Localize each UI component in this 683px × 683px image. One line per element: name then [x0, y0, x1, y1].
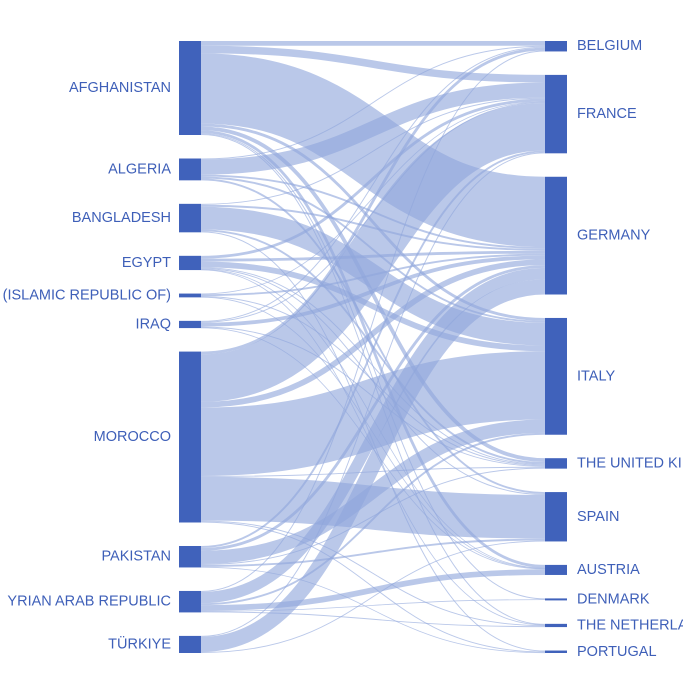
source-node-turkiye	[179, 635, 201, 653]
source-label-algeria: ALGERIA	[108, 161, 171, 177]
flow-pakistan-to-spain	[200, 538, 546, 567]
source-label-syria: YRIAN ARAB REPUBLIC	[7, 594, 171, 610]
target-label-denmark: DENMARK	[577, 591, 650, 607]
flow-afghanistan-to-germany	[200, 53, 546, 248]
flow-syria-to-netherlands	[200, 611, 546, 628]
target-label-portugal: PORTUGAL	[577, 644, 657, 660]
target-label-france: FRANCE	[577, 106, 637, 122]
flow-pakistan-to-uk	[200, 467, 546, 565]
source-node-bangladesh	[179, 203, 201, 233]
target-label-netherlands: THE NETHERLA	[577, 617, 683, 633]
source-label-iraq: IRAQ	[136, 316, 171, 332]
flow-morocco-to-belgium	[200, 47, 546, 355]
flow-morocco-to-italy	[200, 351, 546, 476]
source-label-turkiye: TÜRKIYE	[108, 634, 171, 652]
source-node-iraq	[179, 320, 201, 329]
flow-syria-to-italy	[200, 432, 546, 606]
target-node-denmark	[545, 598, 567, 601]
flow-morocco-to-germany	[200, 259, 546, 408]
flow-syria-to-germany	[200, 267, 546, 604]
target-label-uk: THE UNITED KI	[577, 455, 682, 471]
target-label-austria: AUSTRIA	[577, 562, 640, 578]
flow-morocco-to-portugal	[200, 521, 546, 653]
source-label-bangladesh: BANGLADESH	[72, 210, 171, 226]
flow-morocco-to-spain	[200, 476, 546, 539]
source-node-afghanistan	[179, 41, 201, 136]
target-node-spain	[545, 492, 567, 542]
flow-bangladesh-to-france	[200, 97, 546, 205]
source-label-afghanistan: AFGHANISTAN	[69, 80, 171, 96]
flow-turkiye-to-spain	[200, 540, 546, 653]
target-node-france	[545, 74, 567, 154]
flow-pakistan-to-italy	[200, 419, 546, 565]
target-node-italy	[545, 317, 567, 435]
target-label-germany: GERMANY	[577, 228, 651, 244]
flow-algeria-to-france	[200, 82, 546, 175]
source-node-egypt	[179, 255, 201, 271]
target-node-austria	[545, 564, 567, 575]
source-node-morocco	[179, 351, 201, 523]
flow-pakistan-to-portugal	[200, 566, 546, 654]
flow-morocco-to-france	[200, 102, 546, 402]
source-node-syria	[179, 590, 201, 613]
flow-syria-to-austria	[200, 569, 546, 611]
flow-egypt-to-france	[200, 98, 546, 259]
flow-turkiye-to-france	[200, 152, 546, 637]
flow-bangladesh-to-uk	[200, 229, 546, 464]
target-node-belgium	[545, 41, 567, 52]
target-node-germany	[545, 176, 567, 295]
source-label-pakistan: PAKISTAN	[101, 549, 171, 565]
source-node-iran	[179, 293, 201, 298]
flow-pakistan-to-germany	[200, 265, 546, 551]
target-node-uk	[545, 458, 567, 469]
flow-pakistan-to-france	[200, 150, 546, 548]
flow-egypt-to-uk	[200, 267, 546, 465]
flow-iraq-to-belgium	[200, 46, 546, 322]
flow-egypt-to-italy	[200, 261, 546, 352]
flow-turkiye-to-germany	[200, 279, 546, 653]
flows-layer	[200, 41, 546, 654]
target-label-spain: SPAIN	[577, 509, 619, 525]
target-label-belgium: BELGIUM	[577, 38, 642, 54]
target-label-italy: ITALY	[577, 368, 615, 384]
flow-syria-to-denmark	[200, 599, 546, 612]
target-node-portugal	[545, 650, 567, 653]
labels-layer: AFGHANISTAN ALGERIA BANGLADESH EGYPT (ISLAMI…	[3, 38, 683, 660]
flow-afghanistan-to-uk	[200, 126, 546, 462]
flow-iran-to-france	[200, 101, 546, 295]
source-label-iran: (ISLAMIC REPUBLIC OF)	[3, 287, 171, 303]
target-node-netherlands	[545, 623, 567, 628]
nodes-layer	[179, 41, 567, 653]
flow-algeria-to-belgium	[200, 45, 546, 160]
source-node-pakistan	[179, 545, 201, 568]
source-label-egypt: EGYPT	[122, 255, 171, 271]
source-node-algeria	[179, 158, 201, 181]
flow-syria-to-belgium	[200, 50, 546, 592]
source-label-morocco: MOROCCO	[94, 429, 171, 445]
